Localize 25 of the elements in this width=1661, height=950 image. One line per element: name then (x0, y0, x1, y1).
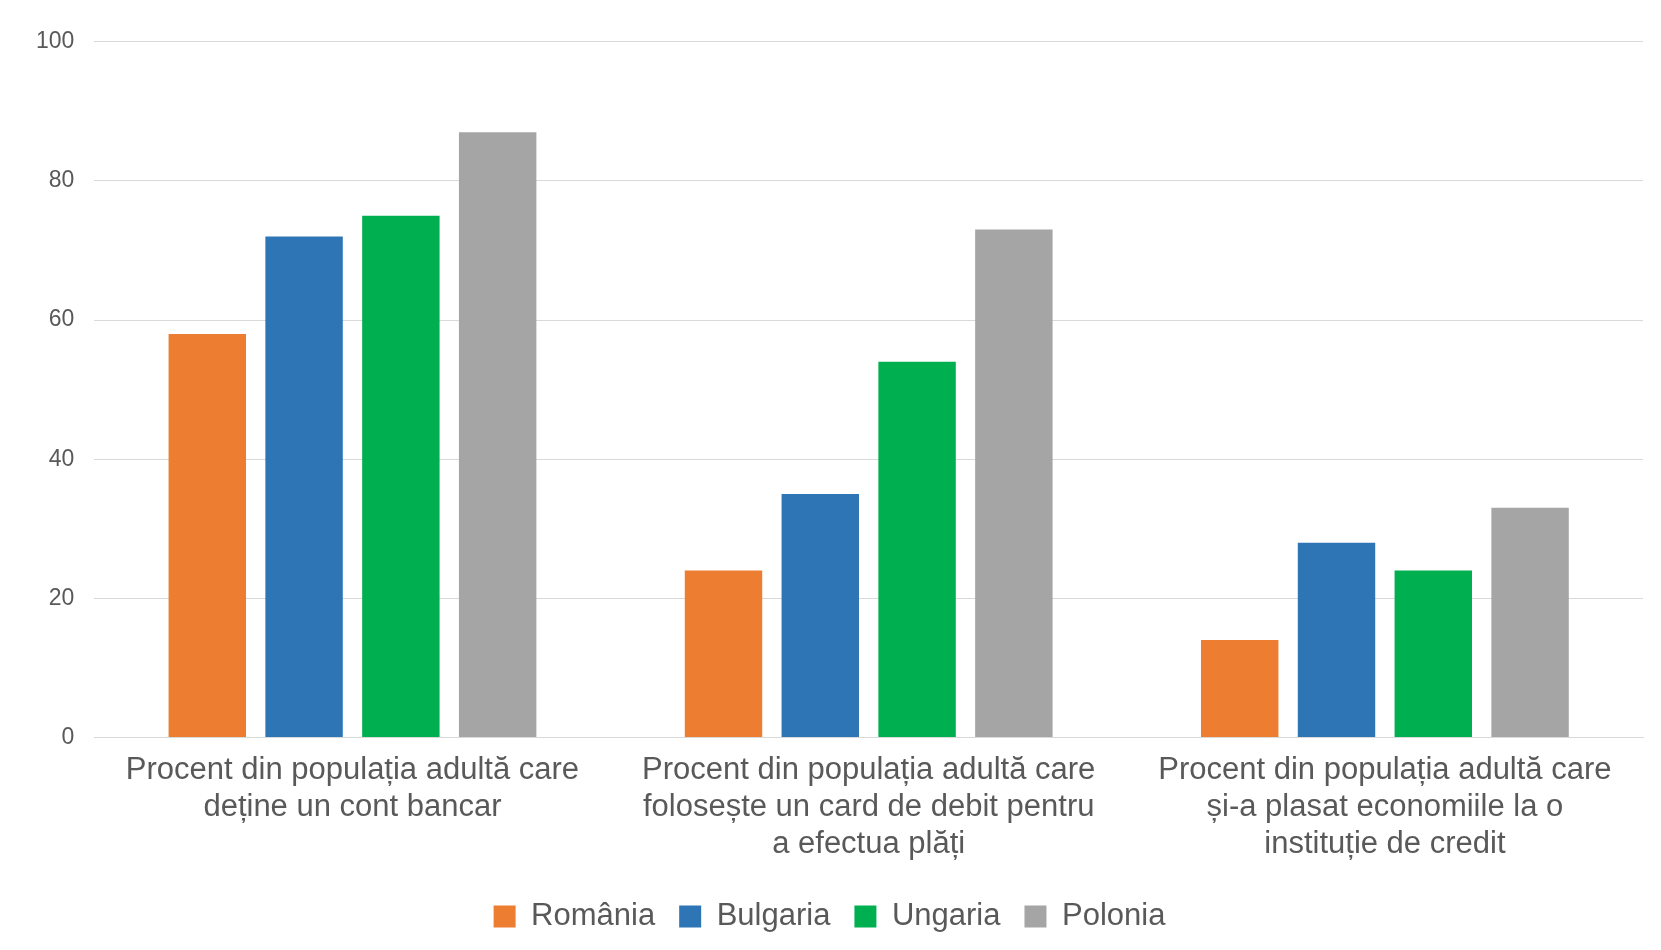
bar (1394, 570, 1473, 737)
bar (975, 229, 1053, 737)
bar (265, 236, 343, 737)
y-tick-label: 80 (48, 166, 75, 193)
y-tick-label: 0 (61, 722, 75, 749)
x-tick-label: Procent din populația adultă care deține un cont bancar (125, 750, 580, 823)
x-tick-label: Procent din populația adultă care folosește un card de debit pentru a efectua plăți (642, 750, 1096, 860)
legend-label: România (531, 897, 656, 933)
y-tick-label: 60 (48, 305, 75, 332)
bar (168, 333, 247, 737)
bar (362, 215, 440, 737)
legend-label: Ungaria (891, 897, 1002, 933)
y-tick-label: 40 (48, 444, 75, 471)
bar (458, 132, 537, 737)
bar (684, 570, 763, 737)
y-tick-label: 20 (48, 583, 75, 610)
legend-label: Bulgaria (716, 897, 832, 933)
x-tick-label: Procent din populația adultă care și-a plasat economiile la o instituție de credit (1158, 750, 1612, 860)
bar (1491, 507, 1569, 737)
bar (1201, 640, 1279, 737)
legend-label: Polonia (1061, 897, 1167, 933)
bar (878, 361, 956, 737)
bar (1297, 542, 1376, 737)
bar (781, 493, 860, 737)
y-tick-label: 100 (36, 27, 75, 54)
